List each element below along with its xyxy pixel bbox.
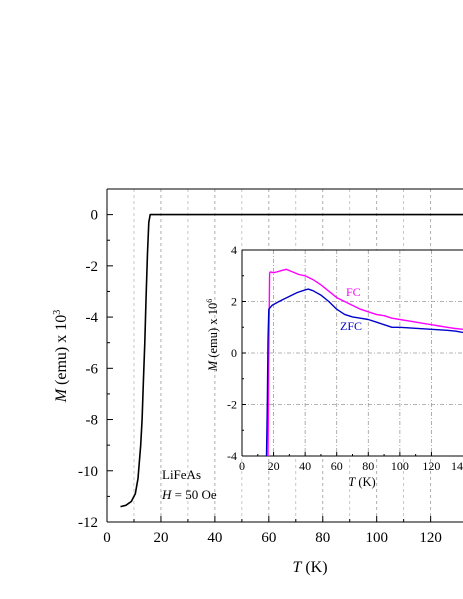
main-x-tick-label: 100 <box>365 530 388 546</box>
inset-x-axis-title: T (K) <box>348 475 375 489</box>
main-gridlines <box>133 189 432 522</box>
inset-y-tick-label: -4 <box>227 449 237 463</box>
inset-x-tick-label: 20 <box>268 459 280 473</box>
field-label: H = 50 Oe <box>161 487 217 502</box>
main-y-tick-label: 0 <box>91 208 99 224</box>
inset-x-tick-label: 80 <box>362 459 374 473</box>
inset-x-tick-label: 14 <box>451 459 463 473</box>
inset-y-tick-label: 2 <box>231 295 237 309</box>
main-y-tick-label: -10 <box>78 464 98 480</box>
inset-gridlines <box>242 250 463 456</box>
fc-series-label: FC <box>346 285 361 299</box>
main-x-tick-label: 40 <box>207 530 222 546</box>
inset-x-tick-label: 120 <box>422 459 440 473</box>
inset-series-line-fc <box>267 268 463 457</box>
main-x-axis-title: T (K) <box>292 559 327 576</box>
inset-x-tick-label: 40 <box>299 459 311 473</box>
zfc-series-label: ZFC <box>340 319 362 333</box>
inset-x-tick-label: 0 <box>239 459 245 473</box>
inset-x-tick-label: 100 <box>391 459 409 473</box>
inset-series-line-zfc <box>265 288 463 457</box>
inset-series <box>265 268 463 457</box>
inset-x-tick-label: 60 <box>331 459 343 473</box>
main-x-tick-label: 20 <box>153 530 168 546</box>
main-x-tick-label: 0 <box>103 530 111 546</box>
main-y-tick-label: -6 <box>86 361 99 377</box>
main-x-tick-label: 120 <box>419 530 442 546</box>
main-y-axis-title: M (emu) x 103 <box>52 310 70 404</box>
main-y-tick-label: -12 <box>78 515 98 531</box>
inset-y-tick-label: 4 <box>231 243 237 257</box>
inset-y-axis-title: M (emu) x 106 <box>205 299 220 372</box>
main-y-tick-label: -2 <box>86 259 99 275</box>
main-series <box>120 213 463 508</box>
main-y-tick-label: -8 <box>86 413 99 429</box>
main-series-line-0 <box>120 213 463 508</box>
main-x-tick-label: 80 <box>315 530 330 546</box>
main-y-tick-label: -4 <box>86 310 99 326</box>
inset-y-tick-label: -2 <box>227 398 237 412</box>
main-x-tick-label: 60 <box>261 530 276 546</box>
inset-y-tick-label: 0 <box>231 346 237 360</box>
sample-label: LiFeAs <box>162 467 201 482</box>
